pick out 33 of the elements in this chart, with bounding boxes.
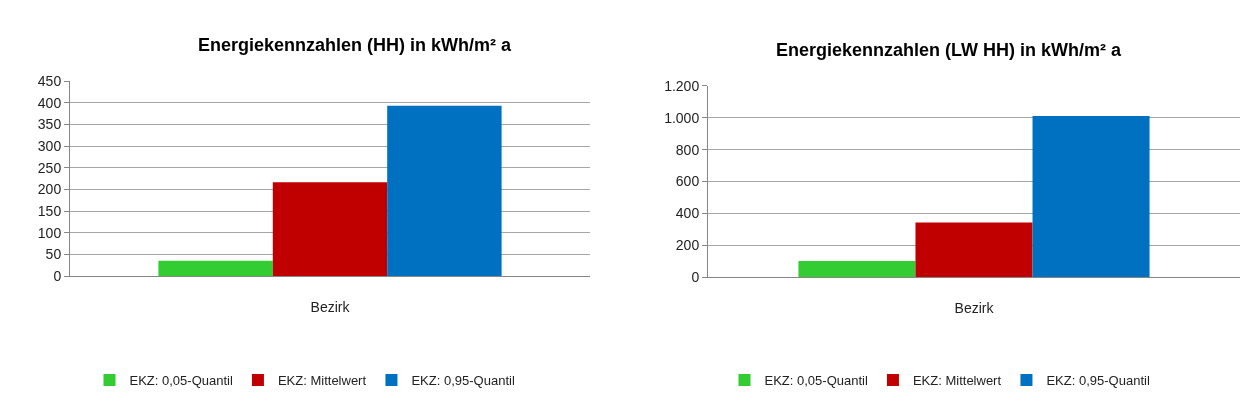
y-tick-label: 100 — [37, 224, 62, 241]
legend-label: EKZ: 0,05-Quantil — [764, 373, 868, 389]
legend-label: EKZ: 0,95-Quantil — [1046, 373, 1150, 389]
bar — [915, 222, 1033, 278]
legend-label: EKZ: 0,05-Quantil — [129, 373, 233, 389]
y-tick-label: 600 — [675, 173, 700, 190]
legend-label: EKZ: Mittelwert — [277, 373, 367, 389]
y-tick-label: 250 — [37, 159, 62, 176]
legend-label: EKZ: 0,95-Quantil — [411, 373, 515, 389]
y-tick-label: 0 — [53, 268, 62, 285]
y-tick-label: 450 — [37, 72, 62, 89]
y-tick-label: 200 — [37, 181, 62, 198]
y-tick-label: 50 — [45, 246, 62, 263]
legend-label: EKZ: Mittelwert — [912, 373, 1002, 389]
bar — [387, 105, 502, 277]
chart-title: Energiekennzahlen (HH) in kWh/m² a — [198, 35, 513, 55]
bar — [1032, 116, 1150, 278]
y-tick-label: 400 — [37, 94, 62, 111]
y-tick-label: 350 — [37, 116, 62, 133]
y-tick-label: 0 — [691, 269, 700, 286]
chart-title: Energiekennzahlen (LW HH) in kWh/m² a — [776, 40, 1123, 60]
x-tick-label: Bezirk — [954, 300, 995, 316]
x-tick-label: Bezirk — [310, 299, 351, 316]
y-tick-label: 200 — [675, 237, 700, 254]
y-tick-label: 1.000 — [664, 109, 700, 126]
bar — [798, 260, 916, 278]
y-tick-label: 800 — [675, 141, 700, 158]
bar — [272, 182, 388, 277]
y-tick-label: 300 — [37, 138, 62, 155]
y-tick-label: 150 — [37, 203, 62, 220]
y-tick-label: 400 — [675, 205, 700, 222]
y-tick-label: 1.200 — [664, 77, 700, 94]
bar — [158, 260, 273, 277]
